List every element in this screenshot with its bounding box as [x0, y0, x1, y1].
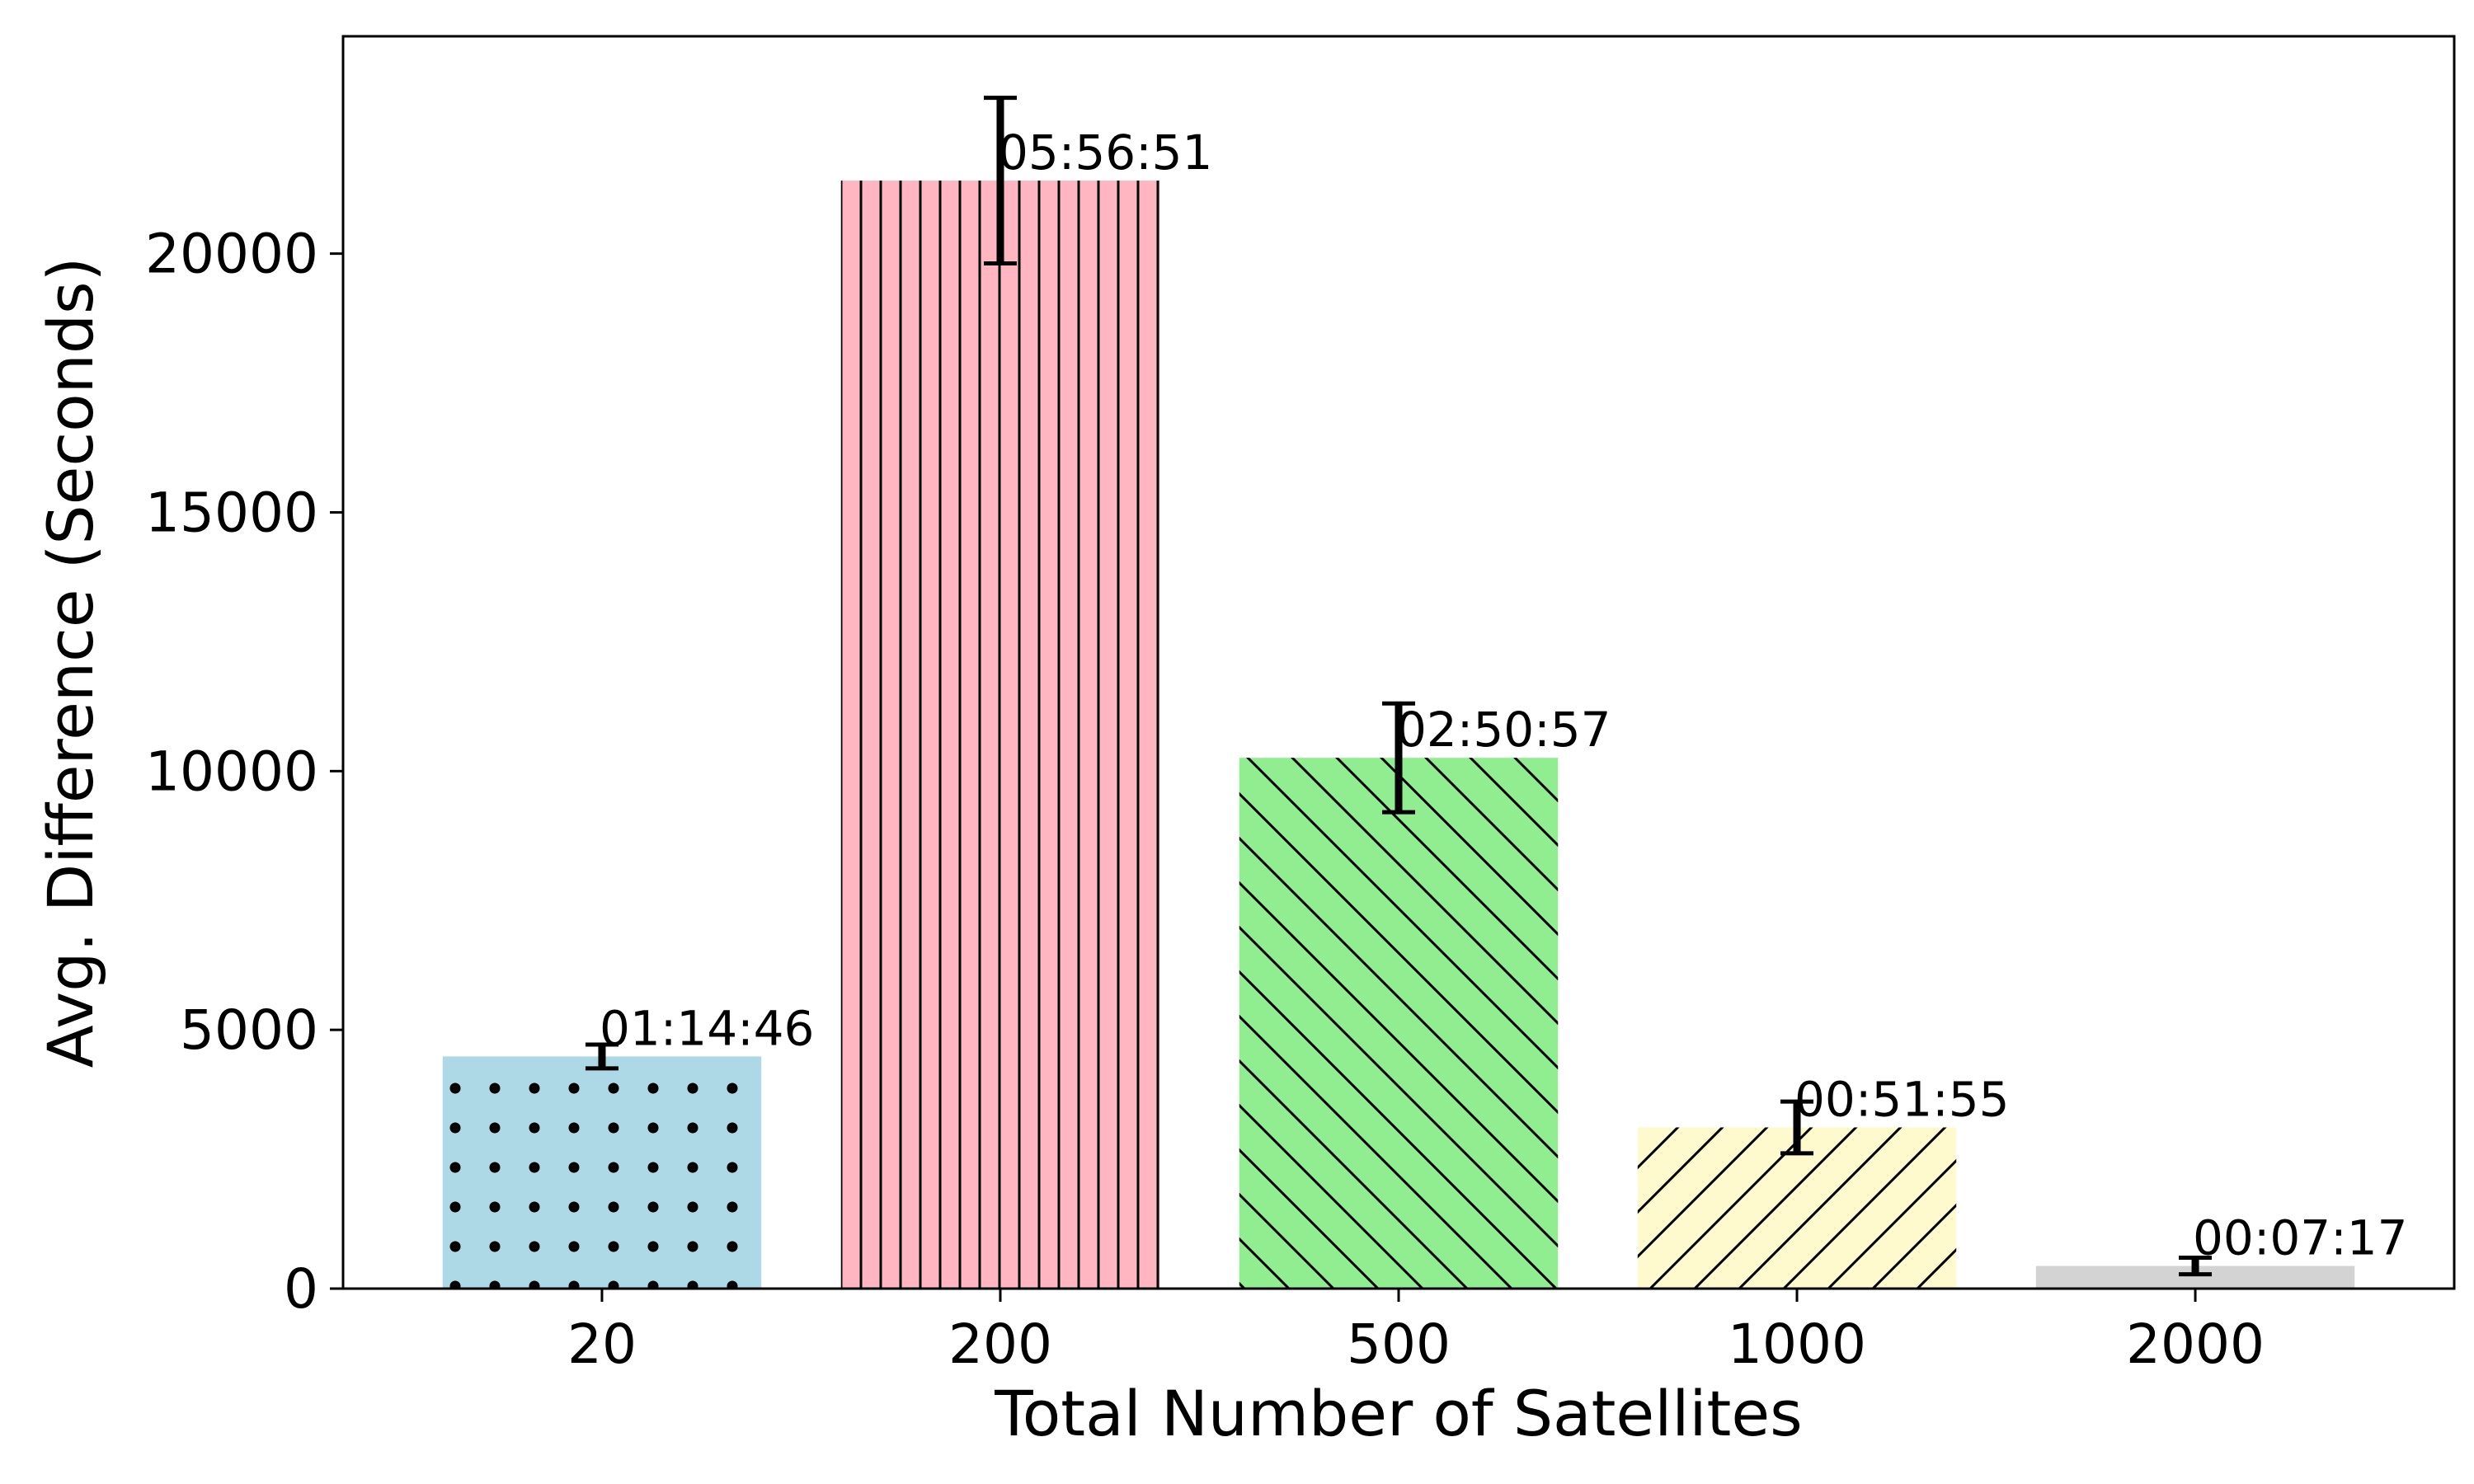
error-bars-layer — [585, 96, 2213, 1277]
x-axis-title: Total Number of Satellites — [994, 1377, 1802, 1450]
y-tick-label-5000: 5000 — [180, 998, 318, 1062]
y-axis-title: Avg. Difference (Seconds) — [34, 257, 107, 1068]
bar-hatch-500 — [1239, 758, 1559, 1289]
y-tick-label-10000: 10000 — [145, 740, 318, 803]
bars-layer — [442, 181, 2355, 1289]
y-tick-label-20000: 20000 — [145, 223, 318, 286]
x-tick-label-2000: 2000 — [2126, 1313, 2265, 1376]
y-tick-label-15000: 15000 — [145, 481, 318, 544]
data-labels-layer: 01:14:46 05:56:51 02:50:57 00:51:55 00:07:17 — [600, 124, 2408, 1266]
data-label-500: 02:50:57 — [1396, 702, 1611, 758]
x-tick-label-20: 20 — [567, 1313, 637, 1376]
y-tick-label-0: 0 — [284, 1257, 318, 1321]
bar-hatch-200 — [840, 181, 1160, 1289]
y-axis: 0 5000 10000 15000 20000 — [145, 223, 343, 1321]
x-tick-label-200: 200 — [948, 1313, 1052, 1376]
x-tick-label-1000: 1000 — [1728, 1313, 1866, 1376]
data-label-200: 05:56:51 — [998, 124, 1213, 181]
data-label-2000: 00:07:17 — [2193, 1210, 2408, 1266]
data-label-20: 01:14:46 — [600, 1000, 815, 1056]
data-label-1000: 00:51:55 — [1794, 1071, 2010, 1127]
x-axis: 20 200 500 1000 2000 — [567, 1289, 2265, 1376]
bar-hatch-20 — [442, 1056, 762, 1289]
x-tick-label-500: 500 — [1347, 1313, 1451, 1376]
